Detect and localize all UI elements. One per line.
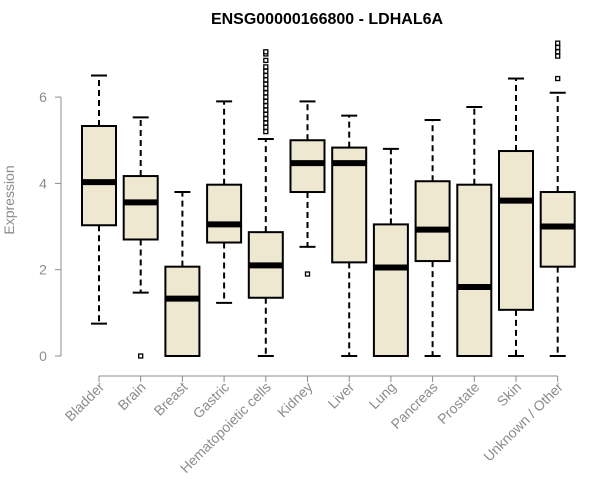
box-group-kidney (289, 100, 326, 277)
x-tick-label: Unknown / Other (480, 379, 566, 465)
outlier-point (263, 128, 269, 135)
outlier-point (263, 90, 269, 96)
box-group-lung (372, 147, 409, 357)
box-iqr (122, 175, 159, 241)
outlier-point (263, 57, 269, 64)
x-tick-label: Breast (151, 379, 191, 419)
outlier-point (263, 85, 269, 92)
box-iqr (414, 180, 451, 263)
box-group-unknown-other (539, 40, 576, 357)
x-tick-label: Kidney (274, 379, 316, 421)
box-iqr (331, 146, 368, 264)
outlier-point (263, 81, 269, 87)
box-group-skin (498, 77, 534, 357)
box-iqr (81, 125, 117, 227)
box-group-liver (331, 114, 368, 357)
y-axis-label: Expression (1, 165, 17, 234)
box-iqr (498, 150, 534, 311)
x-tick-label: Prostate (434, 379, 482, 427)
y-axis: 0 2 4 6 (39, 89, 62, 364)
chart-title: ENSG00000166800 - LDHAL6A (211, 11, 444, 28)
outlier-point (263, 68, 269, 74)
outlier-point (555, 40, 561, 46)
outlier-point (555, 75, 561, 82)
outlier-point (555, 49, 561, 55)
box-group-pancreas (414, 118, 451, 357)
outlier-point (263, 111, 269, 118)
outlier-point (263, 116, 269, 122)
outlier-point (263, 77, 269, 83)
x-tick-label: Skin (494, 379, 525, 410)
box-group-bladder (81, 74, 117, 325)
x-tick-label: Bladder (62, 379, 108, 425)
box-group-breast (164, 191, 201, 357)
box-iqr (456, 183, 493, 357)
y-tick-label: 2 (39, 262, 47, 278)
box-iqr (206, 183, 243, 244)
outlier-point (263, 72, 269, 79)
x-tick-label: Lung (366, 379, 399, 412)
box-iqr (289, 139, 326, 194)
box-iqr (372, 223, 409, 357)
outlier-point (263, 120, 269, 126)
outlier-point (263, 98, 269, 105)
y-tick-label: 6 (39, 89, 47, 105)
x-tick-label: Liver (325, 379, 358, 412)
plot-area (81, 40, 576, 359)
outlier-point (263, 124, 269, 130)
outlier-point (555, 53, 561, 59)
outlier-point (263, 103, 269, 109)
box-group-prostate (456, 106, 493, 357)
box-group-brain (122, 116, 159, 359)
outlier-point (304, 271, 311, 277)
y-tick-label: 0 (39, 348, 47, 364)
outlier-point (263, 107, 269, 113)
box-group-hematopoietic-cells (247, 49, 284, 357)
outlier-point (263, 94, 269, 100)
outlier-point (263, 49, 269, 55)
y-tick-label: 4 (39, 175, 47, 191)
box-iqr (164, 265, 201, 357)
outlier-point (263, 64, 269, 70)
box-group-gastric (206, 100, 243, 304)
outlier-point (138, 353, 144, 359)
x-tick-label: Brain (114, 379, 148, 413)
outlier-point (555, 44, 561, 51)
